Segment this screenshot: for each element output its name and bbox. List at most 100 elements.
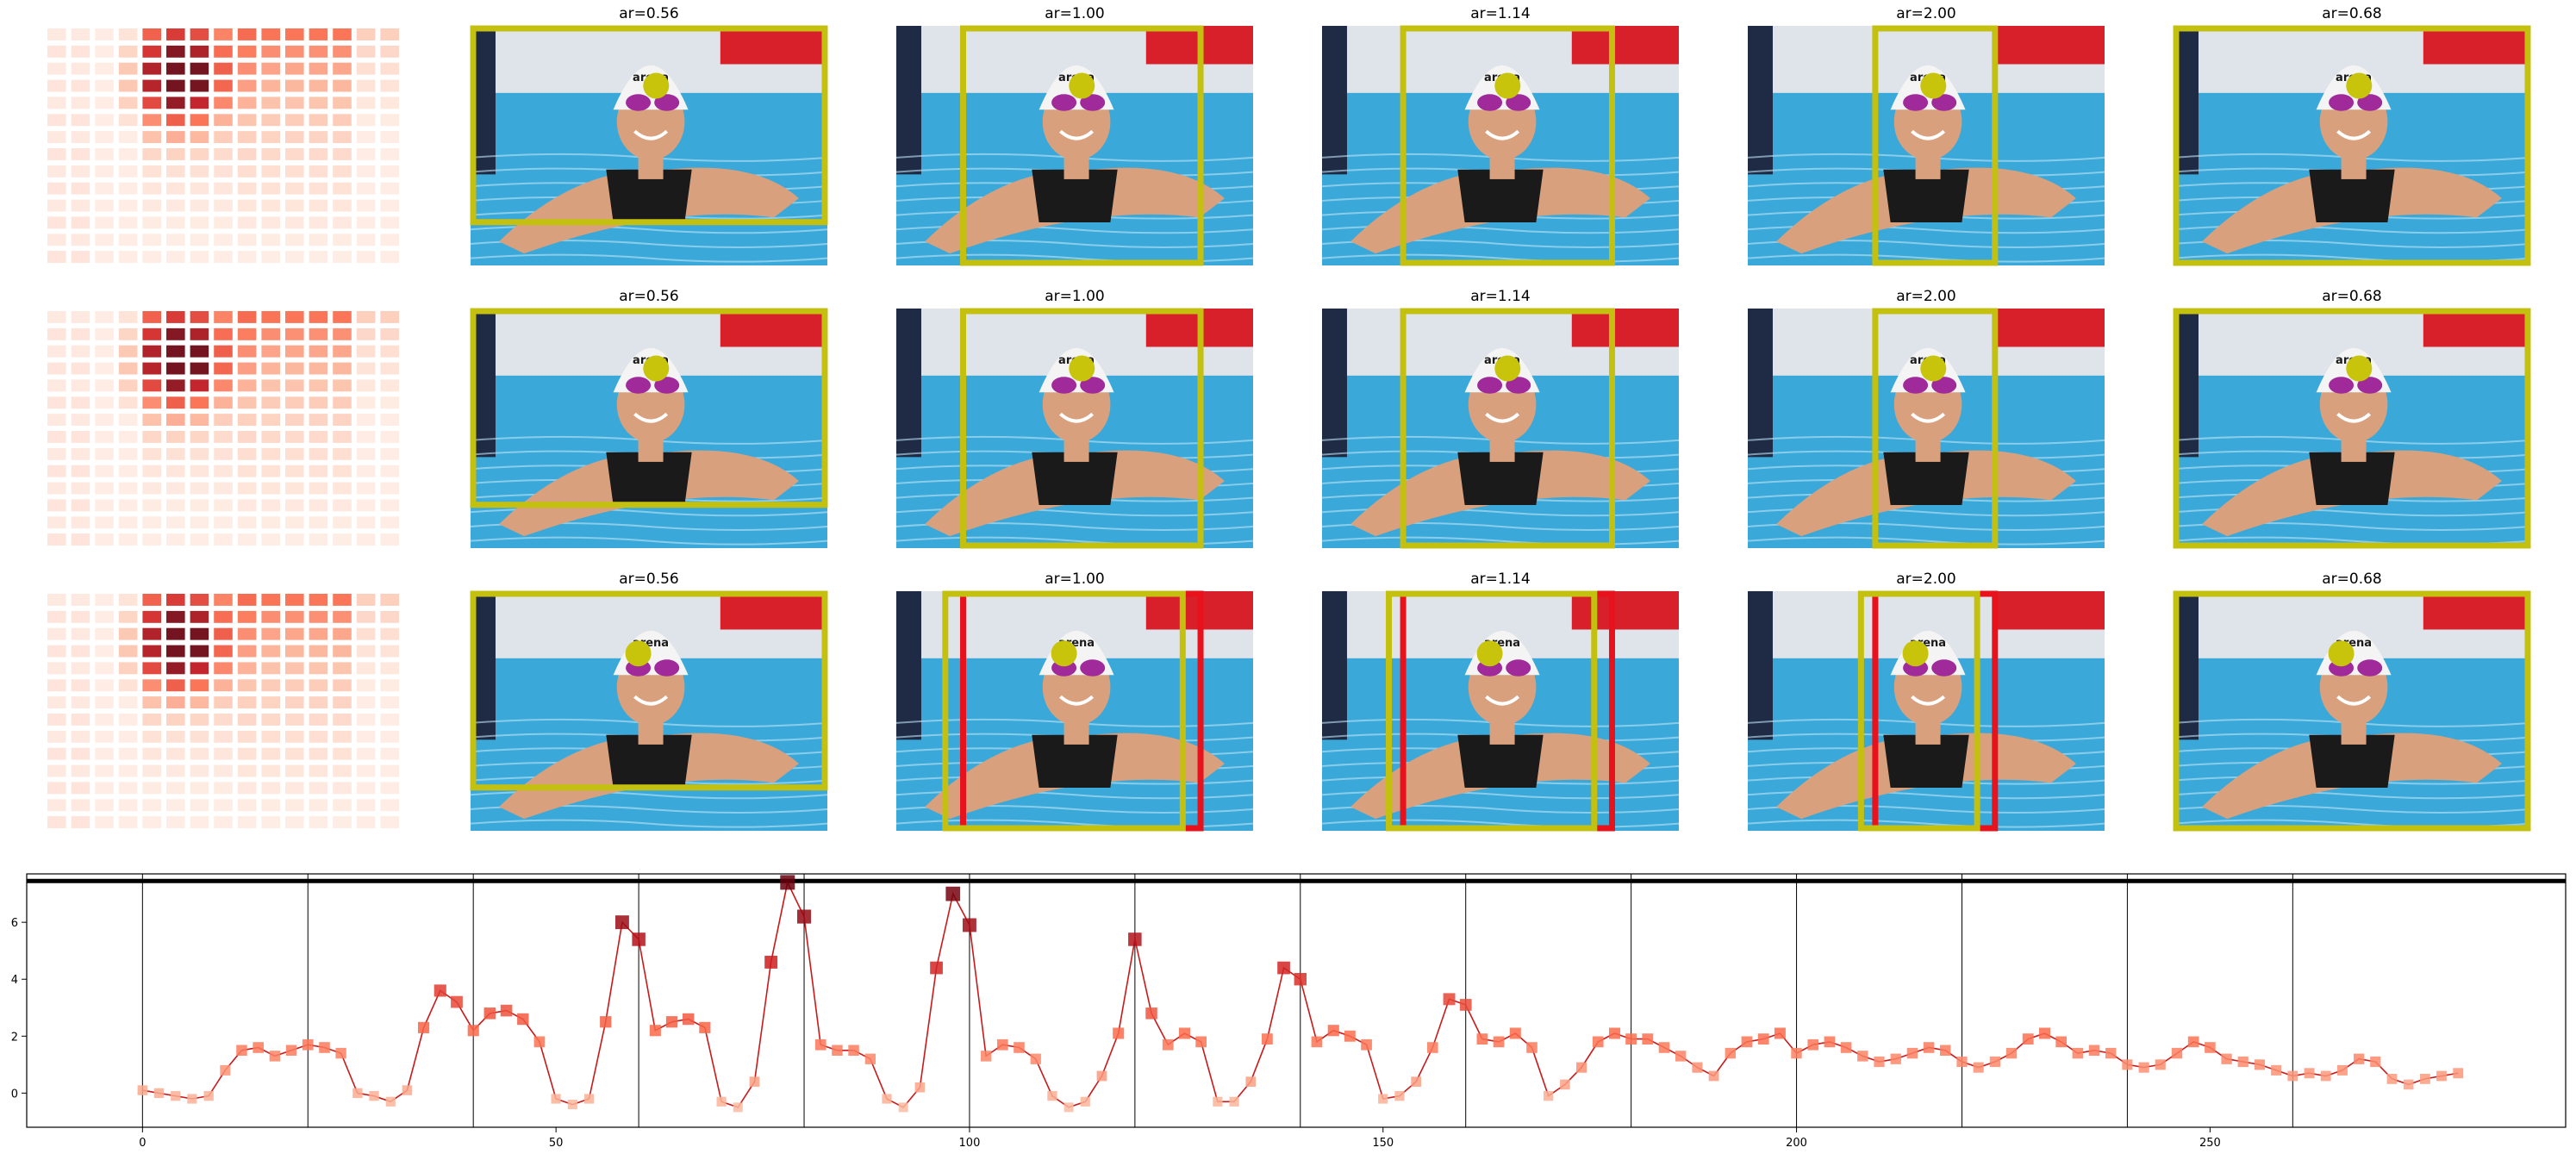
heatmap [47, 594, 399, 828]
heatmap-cell [333, 114, 352, 127]
smile [1911, 412, 1946, 423]
heatmap-cell [47, 533, 66, 546]
heatmap-cell [261, 714, 280, 726]
data-point [269, 1051, 281, 1062]
heatmap-cell [190, 764, 209, 777]
heatmap-cell [309, 482, 328, 495]
heatmap-cell [142, 379, 161, 392]
heatmap-cell [71, 764, 90, 777]
data-point [2453, 1068, 2464, 1079]
data-point [848, 1045, 859, 1056]
data-point [203, 1091, 214, 1101]
heatmap-cell [95, 114, 114, 127]
heatmap-cell [285, 114, 304, 127]
data-point [2138, 1062, 2149, 1073]
data-point [1213, 1096, 1223, 1107]
heatmap-cell [142, 311, 161, 323]
heatmap-cell [380, 696, 399, 708]
heatmap-cell [214, 747, 233, 760]
heatmap-cell [261, 216, 280, 229]
heatmap-cell [261, 327, 280, 340]
heatmap-cell [285, 627, 304, 640]
heatmap-cell [142, 45, 161, 58]
data-point [1162, 1038, 1174, 1051]
heatmap-cell [47, 714, 66, 726]
heatmap-cell [47, 662, 66, 675]
saliency-dot [625, 640, 652, 667]
heatmap-cell [166, 28, 185, 41]
panel-title: ar=0.68 [2322, 5, 2382, 22]
heatmap-cell [142, 345, 161, 358]
heatmap-cell [309, 396, 328, 409]
heatmap-cell [309, 730, 328, 743]
data-point [1609, 1027, 1620, 1039]
heatmap-cell [142, 610, 161, 623]
data-point [1675, 1051, 1687, 1062]
data-point [2155, 1059, 2166, 1070]
heatmap-cell [309, 165, 328, 178]
heatmap-cell [142, 627, 161, 640]
data-point [600, 1016, 612, 1028]
heatmap-cell [285, 764, 304, 777]
heatmap-cell [237, 79, 257, 92]
wall-banner [1322, 309, 1347, 458]
heatmap-cell [47, 516, 66, 529]
heatmap-cell [356, 610, 376, 623]
heatmap-cell [142, 431, 161, 443]
heatmap-cell [261, 251, 280, 263]
data-point [930, 961, 943, 975]
heatmap-cell [237, 465, 257, 477]
heatmap-cell [285, 234, 304, 246]
heatmap-cell [333, 799, 352, 812]
heatmap-cell [380, 764, 399, 777]
heatmap-cell [333, 251, 352, 263]
heatmap-cell [214, 79, 233, 92]
heatmap-cell [166, 251, 185, 263]
panel-title: ar=1.00 [1045, 571, 1105, 588]
heatmap-cell [237, 799, 257, 812]
heatmap-cell [261, 311, 280, 323]
heatmap-cell [190, 114, 209, 127]
heatmap-cell [118, 594, 138, 606]
goggle-left [2329, 377, 2355, 394]
heatmap-cell [118, 131, 138, 143]
data-point [2386, 1074, 2398, 1084]
swimsuit [1457, 452, 1544, 505]
heatmap-cell [71, 516, 90, 529]
swimsuit [1457, 734, 1544, 788]
heatmap-cell [95, 414, 114, 426]
heatmap-cell [309, 782, 328, 795]
heatmap-cell [142, 447, 161, 460]
heatmap-cell [285, 148, 304, 160]
heatmap-cell [95, 730, 114, 743]
heatmap-cell [380, 79, 399, 92]
heatmap-cell [356, 730, 376, 743]
plot-frame [26, 873, 2567, 1128]
heatmap-cell [356, 182, 376, 195]
heatmap-cell [142, 165, 161, 178]
smile [1059, 129, 1095, 140]
data-point [483, 1007, 496, 1020]
heatmap-cell [71, 182, 90, 195]
heatmap-cell [47, 148, 66, 160]
heatmap-cell [71, 747, 90, 760]
data-point [171, 1091, 181, 1101]
heatmap-cell [214, 28, 233, 41]
heatmap-cell [380, 62, 399, 75]
heatmap-cell [261, 465, 280, 477]
crop-box [2173, 25, 2531, 266]
heatmap-cell [333, 327, 352, 340]
heatmap-cell [95, 482, 114, 495]
heatmap-cell [118, 327, 138, 340]
data-point [451, 995, 463, 1008]
heatmap-cell [333, 431, 352, 443]
heatmap-cell [356, 199, 376, 212]
heatmap-cell [71, 730, 90, 743]
heatmap-cell [309, 499, 328, 512]
heatmap-cell [309, 764, 328, 777]
heatmap-cell [214, 799, 233, 812]
lane-rope [720, 309, 827, 347]
heatmap-cell [95, 251, 114, 263]
heatmap-cell [166, 533, 185, 546]
heatmap-cell [380, 782, 399, 795]
